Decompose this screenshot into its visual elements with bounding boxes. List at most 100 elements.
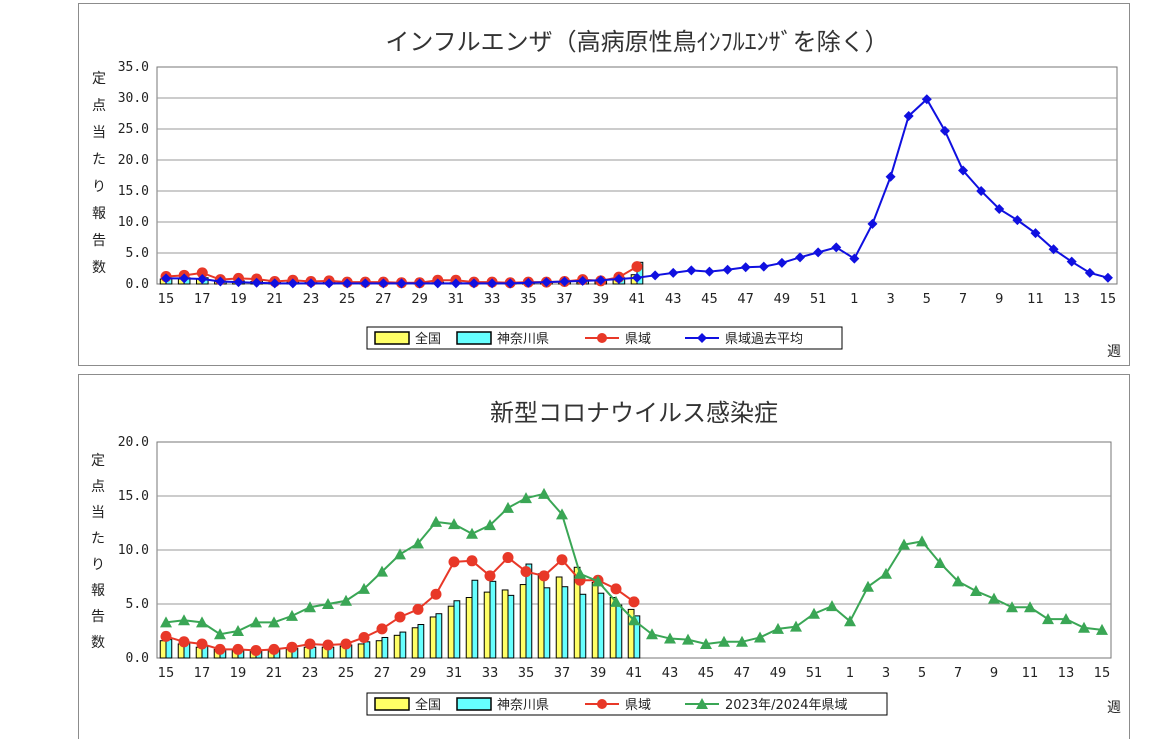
marker-circle (268, 643, 280, 655)
marker-circle (430, 588, 442, 600)
x-tick-label: 37 (554, 666, 571, 681)
marker-triangle (736, 635, 748, 647)
marker-circle (502, 552, 514, 564)
bar-kanagawa (381, 636, 389, 659)
marker-diamond (831, 242, 842, 253)
bar-national (159, 640, 167, 659)
marker-diamond (795, 252, 806, 263)
x-tick-label: 15 (1100, 292, 1117, 307)
covid-chart-panel: 新型コロナウイルス感染症 20.0 15.0 10.0 5.0 0.0 定点当たり報告数 15… (78, 374, 1130, 739)
legend-label: 2023年/2024年県域 (725, 698, 848, 713)
x-tick-label: 5 (918, 666, 926, 681)
plot-area (156, 66, 1118, 285)
marker-triangle (250, 616, 262, 628)
marker-circle (340, 638, 352, 650)
marker-diamond (994, 203, 1005, 214)
legend-swatch (456, 331, 492, 345)
x-tick-label: 47 (734, 666, 751, 681)
marker-circle (631, 261, 643, 273)
legend-box (366, 692, 888, 716)
bar-kanagawa (417, 624, 425, 659)
y-axis-label-char: 報 (91, 583, 105, 599)
x-tick-label: 17 (194, 292, 211, 307)
marker-circle (610, 583, 622, 595)
bar-kanagawa (579, 593, 587, 659)
marker-triangle (376, 565, 388, 577)
marker-diamond (342, 278, 353, 289)
y-tick-label: 0.0 (126, 651, 149, 666)
marker-diamond (740, 262, 751, 273)
y-axis-label-char: り (92, 179, 106, 195)
marker-triangle (340, 594, 352, 606)
marker-triangle (214, 628, 226, 640)
x-tick-label: 19 (230, 292, 247, 307)
marker-diamond (613, 274, 624, 285)
x-tick-label: 1 (850, 292, 858, 307)
y-tick-label: 5.0 (126, 597, 149, 612)
x-tick-label: 19 (230, 666, 247, 681)
x-axis-label: 週 (1107, 700, 1121, 716)
marker-diamond (722, 264, 733, 275)
y-tick-label: 25.0 (118, 122, 149, 137)
influenza-chart-panel: インフルエンザ（高病原性鳥ｲﾝﾌﾙｴﾝｻﾞを除く） 35.0 30.0 25.0 20.… (78, 3, 1130, 366)
x-tick-label: 11 (1027, 292, 1044, 307)
marker-circle (412, 603, 424, 615)
x-tick-label: 15 (158, 666, 175, 681)
marker-triangle (970, 585, 982, 597)
x-axis-label: 週 (1107, 344, 1121, 360)
marker-triangle (934, 556, 946, 568)
marker-triangle (808, 607, 820, 619)
marker-triangle (448, 518, 460, 530)
x-tick-label: 3 (882, 666, 890, 681)
marker-triangle (862, 580, 874, 592)
y-axis-label-char: た (92, 152, 106, 168)
marker-diamond (976, 186, 987, 196)
bar-kanagawa (543, 587, 551, 659)
marker-circle (322, 639, 334, 651)
marker-triangle (718, 635, 730, 647)
x-tick-label: 27 (375, 292, 392, 307)
marker-diamond (686, 265, 697, 276)
marker-triangle (322, 598, 334, 609)
marker-diamond (287, 278, 298, 289)
x-tick-label: 9 (990, 666, 998, 681)
marker-triangle (880, 567, 892, 579)
x-tick-label: 5 (923, 292, 931, 307)
marker-triangle (1096, 623, 1108, 635)
marker-diamond (939, 125, 950, 136)
marker-triangle (1078, 621, 1090, 633)
bar-kanagawa (363, 641, 371, 659)
marker-diamond (269, 278, 280, 289)
marker-diamond (885, 171, 896, 182)
x-tick-label: 49 (770, 666, 787, 681)
x-tick-label: 45 (701, 292, 718, 307)
bar-kanagawa (489, 580, 497, 659)
x-tick-label: 13 (1063, 292, 1080, 307)
legend: 全国 神奈川県 県域 2023年/2024年県域 (366, 692, 888, 716)
marker-circle (250, 644, 262, 656)
y-axis-label-char: 点 (91, 479, 105, 495)
marker-triangle (898, 538, 910, 550)
marker-triangle (358, 582, 370, 594)
marker-triangle (628, 614, 640, 626)
marker-triangle (610, 595, 622, 607)
y-axis-label-char: 告 (91, 609, 105, 625)
legend-marker (597, 333, 607, 343)
x-tick-label: 29 (411, 292, 428, 307)
marker-diamond (305, 278, 316, 289)
x-tick-label: 29 (410, 666, 427, 681)
x-tick-label: 25 (338, 666, 355, 681)
y-tick-label: 20.0 (118, 435, 149, 450)
marker-triangle (484, 519, 496, 531)
legend-swatch (374, 697, 410, 711)
marker-triangle (178, 614, 190, 626)
marker-triangle (160, 616, 172, 628)
marker-diamond (414, 278, 425, 289)
bar-kanagawa (165, 639, 173, 659)
bar-national (591, 581, 599, 659)
marker-triangle (574, 567, 586, 579)
marker-triangle (466, 527, 478, 539)
marker-triangle (196, 616, 208, 628)
x-tick-label: 51 (810, 292, 827, 307)
marker-triangle (394, 548, 406, 560)
